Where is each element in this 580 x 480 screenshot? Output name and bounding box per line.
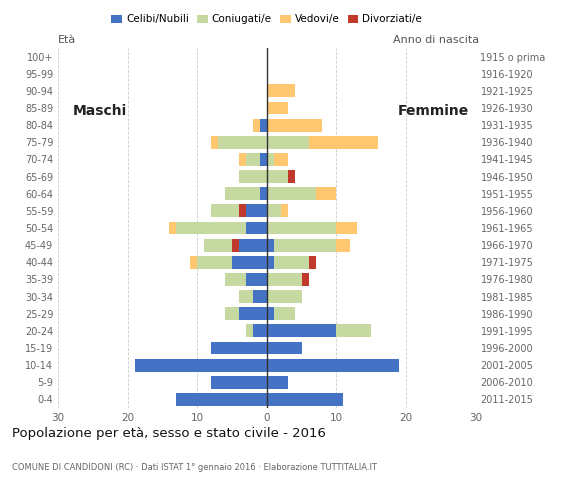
Text: Età: Età <box>58 36 76 46</box>
Bar <box>232 256 267 269</box>
Bar <box>267 376 288 389</box>
Bar <box>225 273 246 286</box>
Bar <box>336 324 371 337</box>
Bar <box>239 290 253 303</box>
Bar <box>274 256 309 269</box>
Bar <box>246 273 267 286</box>
Legend: Celibi/Nubili, Coniugati/e, Vedovi/e, Divorziati/e: Celibi/Nubili, Coniugati/e, Vedovi/e, Di… <box>107 10 426 28</box>
Bar <box>288 170 295 183</box>
Bar <box>225 307 239 320</box>
Bar <box>253 324 267 337</box>
Bar <box>211 376 267 389</box>
Bar <box>239 204 246 217</box>
Bar <box>267 342 302 354</box>
Bar <box>190 256 197 269</box>
Bar <box>267 324 336 337</box>
Bar <box>267 204 281 217</box>
Text: Maschi: Maschi <box>72 105 127 119</box>
Bar <box>260 153 267 166</box>
Text: COMUNE DI CANDIDONI (RC) · Dati ISTAT 1° gennaio 2016 · Elaborazione TUTTITALIA.: COMUNE DI CANDIDONI (RC) · Dati ISTAT 1°… <box>12 463 376 472</box>
Bar <box>316 187 336 200</box>
Bar <box>267 136 309 149</box>
Bar <box>169 222 176 234</box>
Bar <box>267 359 399 372</box>
Bar <box>274 239 336 252</box>
Text: Femmine: Femmine <box>398 105 469 119</box>
Bar <box>267 256 274 269</box>
Bar <box>246 153 260 166</box>
Bar <box>246 222 267 234</box>
Bar <box>253 290 267 303</box>
Bar <box>288 170 295 183</box>
Bar <box>239 307 267 320</box>
Bar <box>135 359 267 372</box>
Bar <box>267 393 343 406</box>
Bar <box>267 170 288 183</box>
Bar <box>225 187 260 200</box>
Bar <box>232 239 239 252</box>
Bar <box>274 307 295 320</box>
Bar <box>302 273 309 286</box>
Bar <box>239 239 267 252</box>
Bar <box>267 119 322 132</box>
Bar <box>267 187 316 200</box>
Bar <box>336 222 357 234</box>
Bar <box>211 342 267 354</box>
Text: Popolazione per età, sesso e stato civile - 2016: Popolazione per età, sesso e stato civil… <box>12 427 325 440</box>
Bar <box>336 239 350 252</box>
Bar <box>197 256 232 269</box>
Bar <box>309 256 316 269</box>
Bar <box>218 136 267 149</box>
Bar <box>267 102 288 114</box>
Bar <box>253 119 260 132</box>
Bar <box>176 393 267 406</box>
Bar <box>281 204 288 217</box>
Bar <box>267 239 274 252</box>
Text: Anno di nascita: Anno di nascita <box>393 36 479 46</box>
Bar <box>309 136 378 149</box>
Bar <box>267 222 336 234</box>
Bar <box>260 187 267 200</box>
Bar <box>239 153 246 166</box>
Bar <box>267 153 274 166</box>
Bar <box>204 239 239 252</box>
Bar <box>267 290 302 303</box>
Bar <box>176 222 246 234</box>
Bar <box>211 136 218 149</box>
Bar <box>267 84 295 97</box>
Bar <box>267 273 302 286</box>
Bar <box>267 307 274 320</box>
Bar <box>274 153 288 166</box>
Bar <box>246 204 267 217</box>
Bar <box>246 324 253 337</box>
Bar <box>239 170 267 183</box>
Bar <box>211 204 246 217</box>
Bar <box>260 119 267 132</box>
